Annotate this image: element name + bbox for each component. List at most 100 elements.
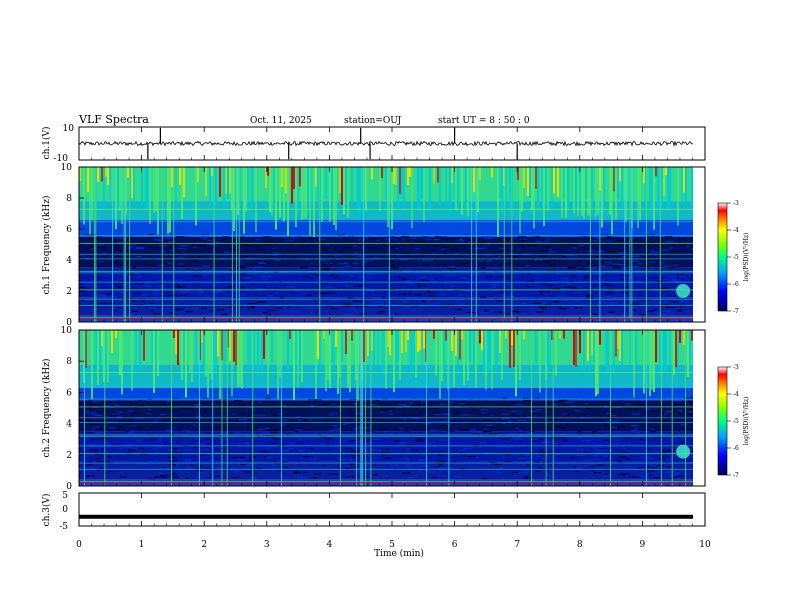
spec-sferic: [171, 330, 173, 486]
spec-column: [665, 167, 667, 176]
spec-sferic: [123, 167, 125, 322]
spec-speckle: [565, 423, 572, 425]
spec-speckle: [351, 285, 361, 287]
spec-speckle: [685, 311, 690, 313]
spec-speckle: [117, 296, 122, 299]
spec-speckle: [668, 276, 677, 278]
spec-speckle: [170, 249, 175, 251]
spec-column: [227, 167, 229, 200]
spec-speckle: [488, 260, 493, 262]
spec-speckle: [608, 473, 617, 476]
spec-speckle: [483, 430, 492, 432]
spec-speckle: [656, 259, 661, 262]
spec-band: [79, 400, 693, 432]
spec-speckle: [105, 435, 109, 437]
spec-speckle: [599, 407, 605, 409]
spec-speckle: [662, 301, 669, 303]
spec-column: [389, 330, 391, 356]
spec-speckle: [165, 467, 174, 469]
spec-column: [619, 330, 621, 361]
spec-sferic: [590, 167, 592, 322]
spec-speckle: [310, 273, 318, 275]
spec-column: [189, 330, 191, 373]
spec-speckle: [230, 269, 240, 271]
spec-speckle: [677, 410, 683, 412]
spec-column: [617, 330, 619, 349]
spec-speckle: [587, 304, 597, 306]
spec-speckle: [303, 420, 310, 422]
spec-speckle: [652, 309, 658, 311]
spec-speckle: [372, 418, 377, 420]
spec-speckle: [134, 292, 142, 295]
spec-speckle: [379, 452, 389, 454]
spec-speckle: [584, 275, 590, 277]
spec-speckle: [297, 236, 302, 238]
spec-speckle: [459, 238, 464, 241]
spec-speckle: [277, 307, 283, 309]
spec-speckle: [437, 454, 445, 456]
spec-speckle: [578, 244, 585, 246]
spec-column: [151, 330, 153, 364]
spec-speckle: [112, 414, 121, 416]
spec-sferic: [645, 167, 647, 322]
spec-speckle: [441, 474, 447, 476]
spec-speckle: [199, 472, 209, 474]
spec-speckle: [437, 452, 446, 454]
spec-speckle: [636, 263, 644, 265]
spec-speckle: [498, 403, 506, 405]
spec-speckle: [402, 278, 410, 281]
spec-speckle: [663, 278, 669, 281]
spec-speckle: [684, 397, 693, 399]
spec-speckle: [514, 427, 519, 429]
spec-speckle: [495, 472, 503, 474]
spec-speckle: [263, 311, 268, 314]
spec-speckle: [484, 452, 491, 454]
spec-speckle: [406, 463, 415, 465]
spec-speckle: [364, 442, 371, 445]
spec-speckle: [150, 247, 159, 249]
spec-speckle: [300, 476, 309, 478]
spec-column: [423, 167, 425, 223]
spec-speckle: [594, 237, 598, 239]
spec-speckle: [218, 301, 222, 303]
spec-column: [455, 330, 457, 356]
spec-speckle: [280, 458, 288, 461]
spec-speckle: [672, 263, 679, 265]
spec-speckle: [401, 299, 407, 301]
spec-speckle: [483, 237, 488, 239]
spec-speckle: [670, 280, 679, 282]
spec-speckle: [558, 295, 565, 297]
spec-speckle: [469, 257, 478, 259]
spec-speckle: [251, 444, 256, 446]
spec-speckle: [338, 263, 348, 265]
spec-column: [131, 330, 133, 391]
spec-speckle: [581, 397, 589, 399]
spec-column: [405, 330, 407, 352]
spec-speckle: [330, 308, 339, 310]
spec-speckle: [305, 294, 313, 296]
spec-speckle: [168, 456, 177, 459]
spec-column: [455, 167, 457, 211]
spec-speckle: [262, 432, 271, 434]
spec-speckle: [273, 248, 277, 250]
spec-column: [351, 167, 353, 204]
spec-speckle: [92, 424, 101, 427]
spec-column: [435, 330, 437, 376]
spec-speckle: [123, 444, 133, 446]
spec-speckle: [418, 285, 425, 287]
spec-sferic: [426, 330, 428, 486]
spec-speckle: [435, 256, 440, 258]
spec-speckle: [373, 257, 380, 259]
spec-speckle: [471, 433, 481, 435]
spec-column: [579, 167, 581, 214]
spec-speckle: [359, 465, 364, 467]
spec-speckle: [357, 251, 364, 253]
spec-column: [495, 330, 497, 374]
spec-speckle: [85, 410, 90, 413]
spec-speckle: [679, 276, 686, 278]
spec-speckle: [228, 285, 234, 287]
spec-speckle: [595, 452, 604, 454]
spec-column: [371, 167, 373, 180]
spec-speckle: [93, 458, 102, 460]
